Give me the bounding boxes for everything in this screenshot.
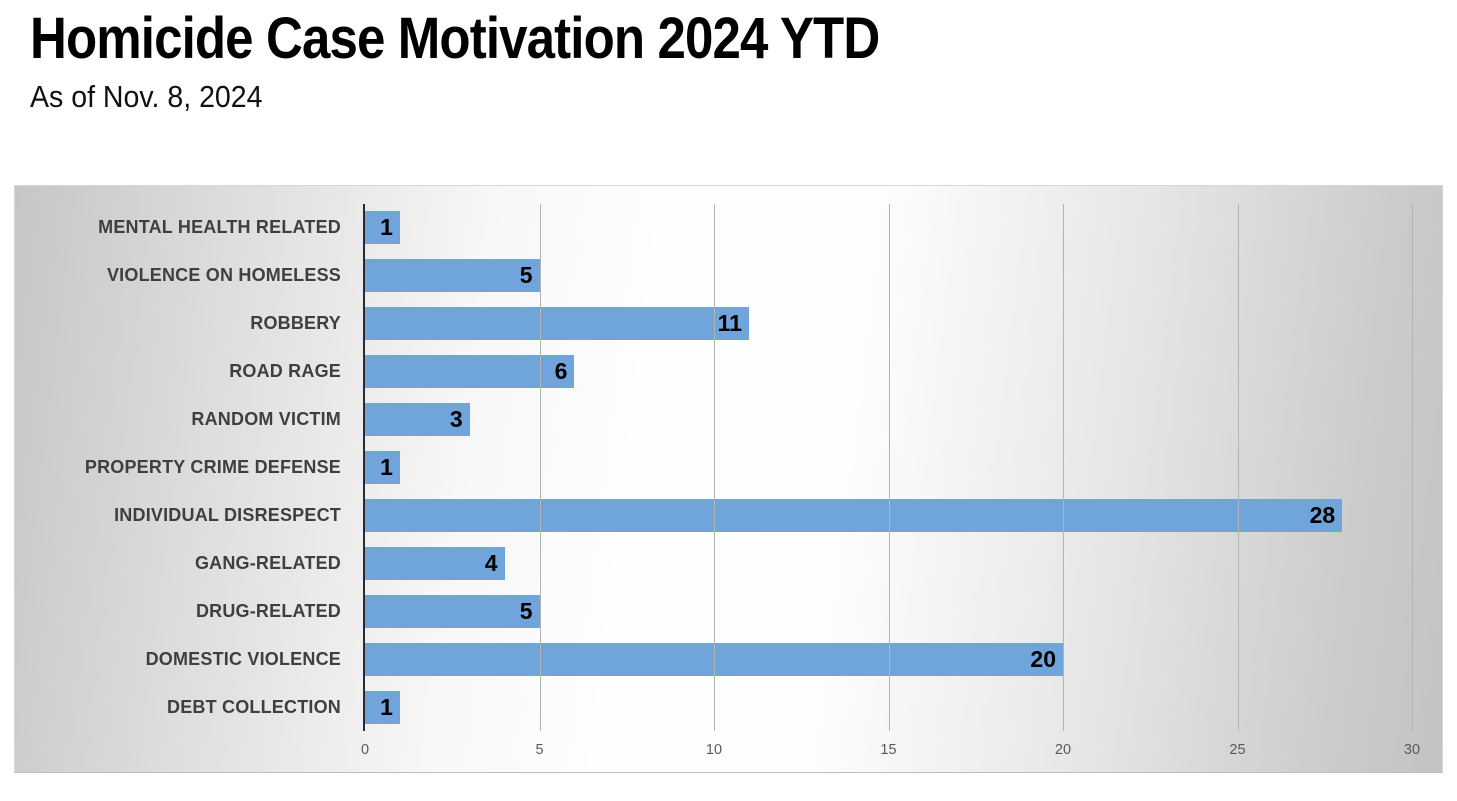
bar-value-label: 28 xyxy=(1309,501,1336,528)
category-label: RANDOM VICTIM xyxy=(191,409,341,430)
gridline-20 xyxy=(1063,204,1064,731)
category-label: ROAD RAGE xyxy=(229,361,341,382)
bar: 1 xyxy=(365,211,400,245)
chart-header: Homicide Case Motivation 2024 YTD As of … xyxy=(30,6,995,115)
bar-value-label: 11 xyxy=(717,310,742,337)
bar-row: 3 xyxy=(365,396,1412,444)
bar-row: 1 xyxy=(365,444,1412,492)
bar-value-label: 1 xyxy=(380,214,393,241)
category-label: DEBT COLLECTION xyxy=(167,696,341,717)
category-label: GANG-RELATED xyxy=(194,552,341,573)
bar-value-label: 3 xyxy=(449,406,463,433)
bar-value-label: 20 xyxy=(1030,645,1056,672)
gridline-30 xyxy=(1412,204,1413,731)
gridline-10 xyxy=(714,204,715,731)
bar-row: 28 xyxy=(365,491,1412,539)
category-label: MENTAL HEALTH RELATED xyxy=(98,217,341,238)
bar-value-label: 5 xyxy=(519,597,533,624)
category-label: PROPERTY CRIME DEFENSE xyxy=(84,456,341,477)
bar-row: 6 xyxy=(365,348,1412,396)
bar-row: 1 xyxy=(365,204,1412,252)
bar-value-label: 5 xyxy=(519,262,533,289)
gridline-25 xyxy=(1237,204,1239,731)
bar-row: 5 xyxy=(365,587,1412,635)
page-title: Homicide Case Motivation 2024 YTD xyxy=(30,6,880,71)
category-label: VIOLENCE ON HOMELESS xyxy=(106,265,341,286)
bar-value-label: 4 xyxy=(484,549,498,576)
bar: 1 xyxy=(365,690,400,724)
gridline-5 xyxy=(539,204,541,731)
category-label: DOMESTIC VIOLENCE xyxy=(145,648,341,669)
x-tick-label-15: 15 xyxy=(880,742,897,758)
category-label: ROBBERY xyxy=(250,313,341,334)
homicide-motivation-bar-chart: MENTAL HEALTH RELATED VIOLENCE ON HOMELES… xyxy=(14,185,1443,773)
category-axis-line xyxy=(363,204,365,731)
page-subtitle: As of Nov. 8, 2024 xyxy=(30,78,263,114)
bar-value-label: 6 xyxy=(554,358,568,385)
bar-rows: 1 5 11 6 3 1 28 4 5 20 1 xyxy=(365,204,1412,731)
bar-row: 1 xyxy=(365,683,1412,731)
bar-row: 11 xyxy=(365,300,1412,348)
bar: 5 xyxy=(365,259,540,293)
bar: 28 xyxy=(365,498,1343,532)
category-label: DRUG-RELATED xyxy=(195,600,341,621)
bar: 5 xyxy=(365,594,540,628)
plot-area: 1 5 11 6 3 1 28 4 5 20 1 xyxy=(363,204,1413,731)
category-label: INDIVIDUAL DISRESPECT xyxy=(114,504,341,525)
bar-value-label: 1 xyxy=(380,693,393,720)
x-tick-label-0: 0 xyxy=(360,742,370,758)
gridline-15 xyxy=(888,204,890,731)
bar: 11 xyxy=(365,307,749,341)
category-axis-labels: MENTAL HEALTH RELATED VIOLENCE ON HOMELES… xyxy=(15,204,341,731)
bar-value-label: 1 xyxy=(380,453,393,480)
bar: 1 xyxy=(365,450,400,484)
x-tick-label-10: 10 xyxy=(705,742,723,758)
x-tick-label-5: 5 xyxy=(535,742,544,758)
x-tick-label-30: 30 xyxy=(1403,742,1421,758)
x-tick-label-20: 20 xyxy=(1054,742,1072,758)
bar: 6 xyxy=(365,355,575,389)
bar-row: 5 xyxy=(365,252,1412,300)
bar: 3 xyxy=(365,403,470,437)
bar: 4 xyxy=(365,546,505,580)
bar-row: 4 xyxy=(365,539,1412,587)
x-tick-label-25: 25 xyxy=(1229,742,1246,758)
value-axis-tick-labels: 0 5 10 15 20 25 30 xyxy=(361,742,1420,762)
